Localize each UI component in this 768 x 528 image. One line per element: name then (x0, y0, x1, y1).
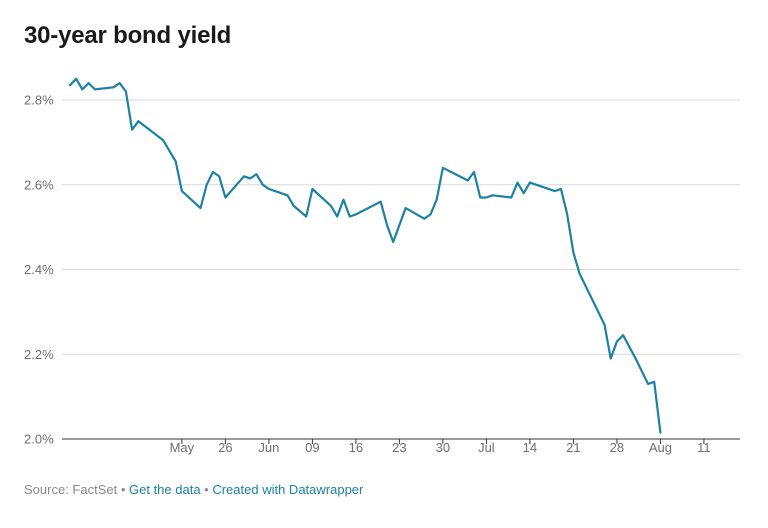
series-layer (68, 77, 662, 434)
series-line (68, 77, 662, 434)
footer-separator: • (200, 482, 213, 497)
x-tick-label: 23 (392, 440, 406, 455)
x-tick-label: 28 (610, 440, 624, 455)
gridlines (62, 99, 740, 440)
x-tick-label: 11 (697, 440, 711, 455)
line-chart: 2.0% 2.2% 2.4% 2.6% 2.8% May 26 Jun 09 16 23 30 Jul… (24, 77, 740, 455)
y-tick-label: 2.6% (24, 177, 54, 192)
y-tick-label: 2.8% (24, 93, 54, 108)
y-tick-label: 2.2% (24, 347, 54, 362)
y-axis-ticks: 2.0% 2.2% 2.4% 2.6% 2.8% (24, 93, 54, 447)
source-text: Source: FactSet (24, 482, 118, 497)
x-axis: May 26 Jun 09 16 23 30 Jul 14 21 28 Aug 11 (170, 439, 711, 455)
x-tick-label: 14 (523, 440, 537, 455)
x-tick-label: Jul (478, 440, 495, 455)
chart-title: 30-year bond yield (24, 22, 232, 49)
x-tick-label: May (170, 440, 195, 455)
x-tick-label: 16 (349, 440, 363, 455)
x-tick-label: 21 (566, 440, 580, 455)
y-tick-label: 2.0% (24, 432, 54, 447)
x-tick-label: Jun (258, 440, 279, 455)
x-tick-label: 09 (305, 440, 319, 455)
footer-separator: • (117, 482, 129, 497)
datawrapper-link[interactable]: Created with Datawrapper (212, 482, 364, 497)
get-data-link[interactable]: Get the data (129, 482, 201, 497)
x-tick-label: 30 (436, 440, 450, 455)
x-tick-label: 26 (218, 440, 232, 455)
x-tick-label: Aug (649, 440, 672, 455)
y-tick-label: 2.4% (24, 262, 54, 277)
chart-footer: Source: FactSet • Get the data • Created… (24, 482, 363, 497)
